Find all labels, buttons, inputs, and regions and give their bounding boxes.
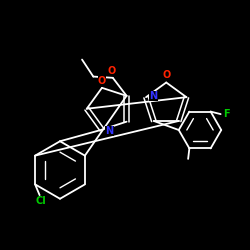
Text: O: O — [162, 70, 170, 81]
Text: O: O — [108, 66, 116, 76]
Text: Cl: Cl — [36, 196, 46, 206]
Text: N: N — [106, 126, 114, 136]
Text: N: N — [150, 91, 158, 101]
Text: F: F — [223, 109, 230, 119]
Text: O: O — [98, 76, 106, 86]
